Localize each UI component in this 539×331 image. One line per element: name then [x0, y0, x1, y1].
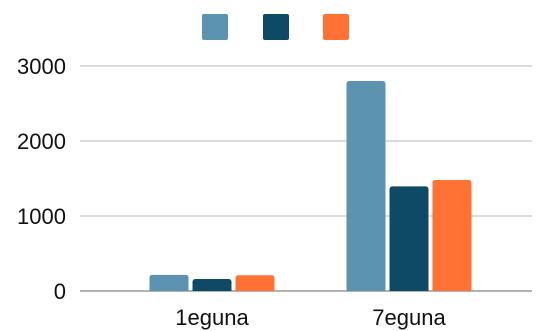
y-axis-tick-labels: 0 1000 2000 3000	[17, 54, 66, 304]
legend-swatch-2	[263, 14, 289, 40]
bar-1eguna-series-3	[235, 275, 275, 291]
legend-swatch-3	[323, 14, 349, 40]
legend-swatch-1	[202, 14, 228, 40]
bar-7eguna-series-1	[346, 81, 386, 291]
x-axis-category-labels: 1eguna 7eguna	[175, 305, 446, 330]
x-category-label: 7eguna	[372, 305, 446, 330]
bar-7eguna-series-3	[432, 180, 472, 291]
y-tick-label: 2000	[17, 129, 66, 154]
x-category-label: 1eguna	[175, 305, 249, 330]
legend	[202, 14, 349, 40]
bar-7eguna-series-2	[389, 186, 429, 291]
y-tick-label: 3000	[17, 54, 66, 79]
bars	[149, 81, 472, 291]
y-tick-label: 1000	[17, 204, 66, 229]
y-tick-label: 0	[54, 279, 66, 304]
bar-1eguna-series-2	[192, 279, 232, 291]
bar-1eguna-series-1	[149, 274, 189, 291]
